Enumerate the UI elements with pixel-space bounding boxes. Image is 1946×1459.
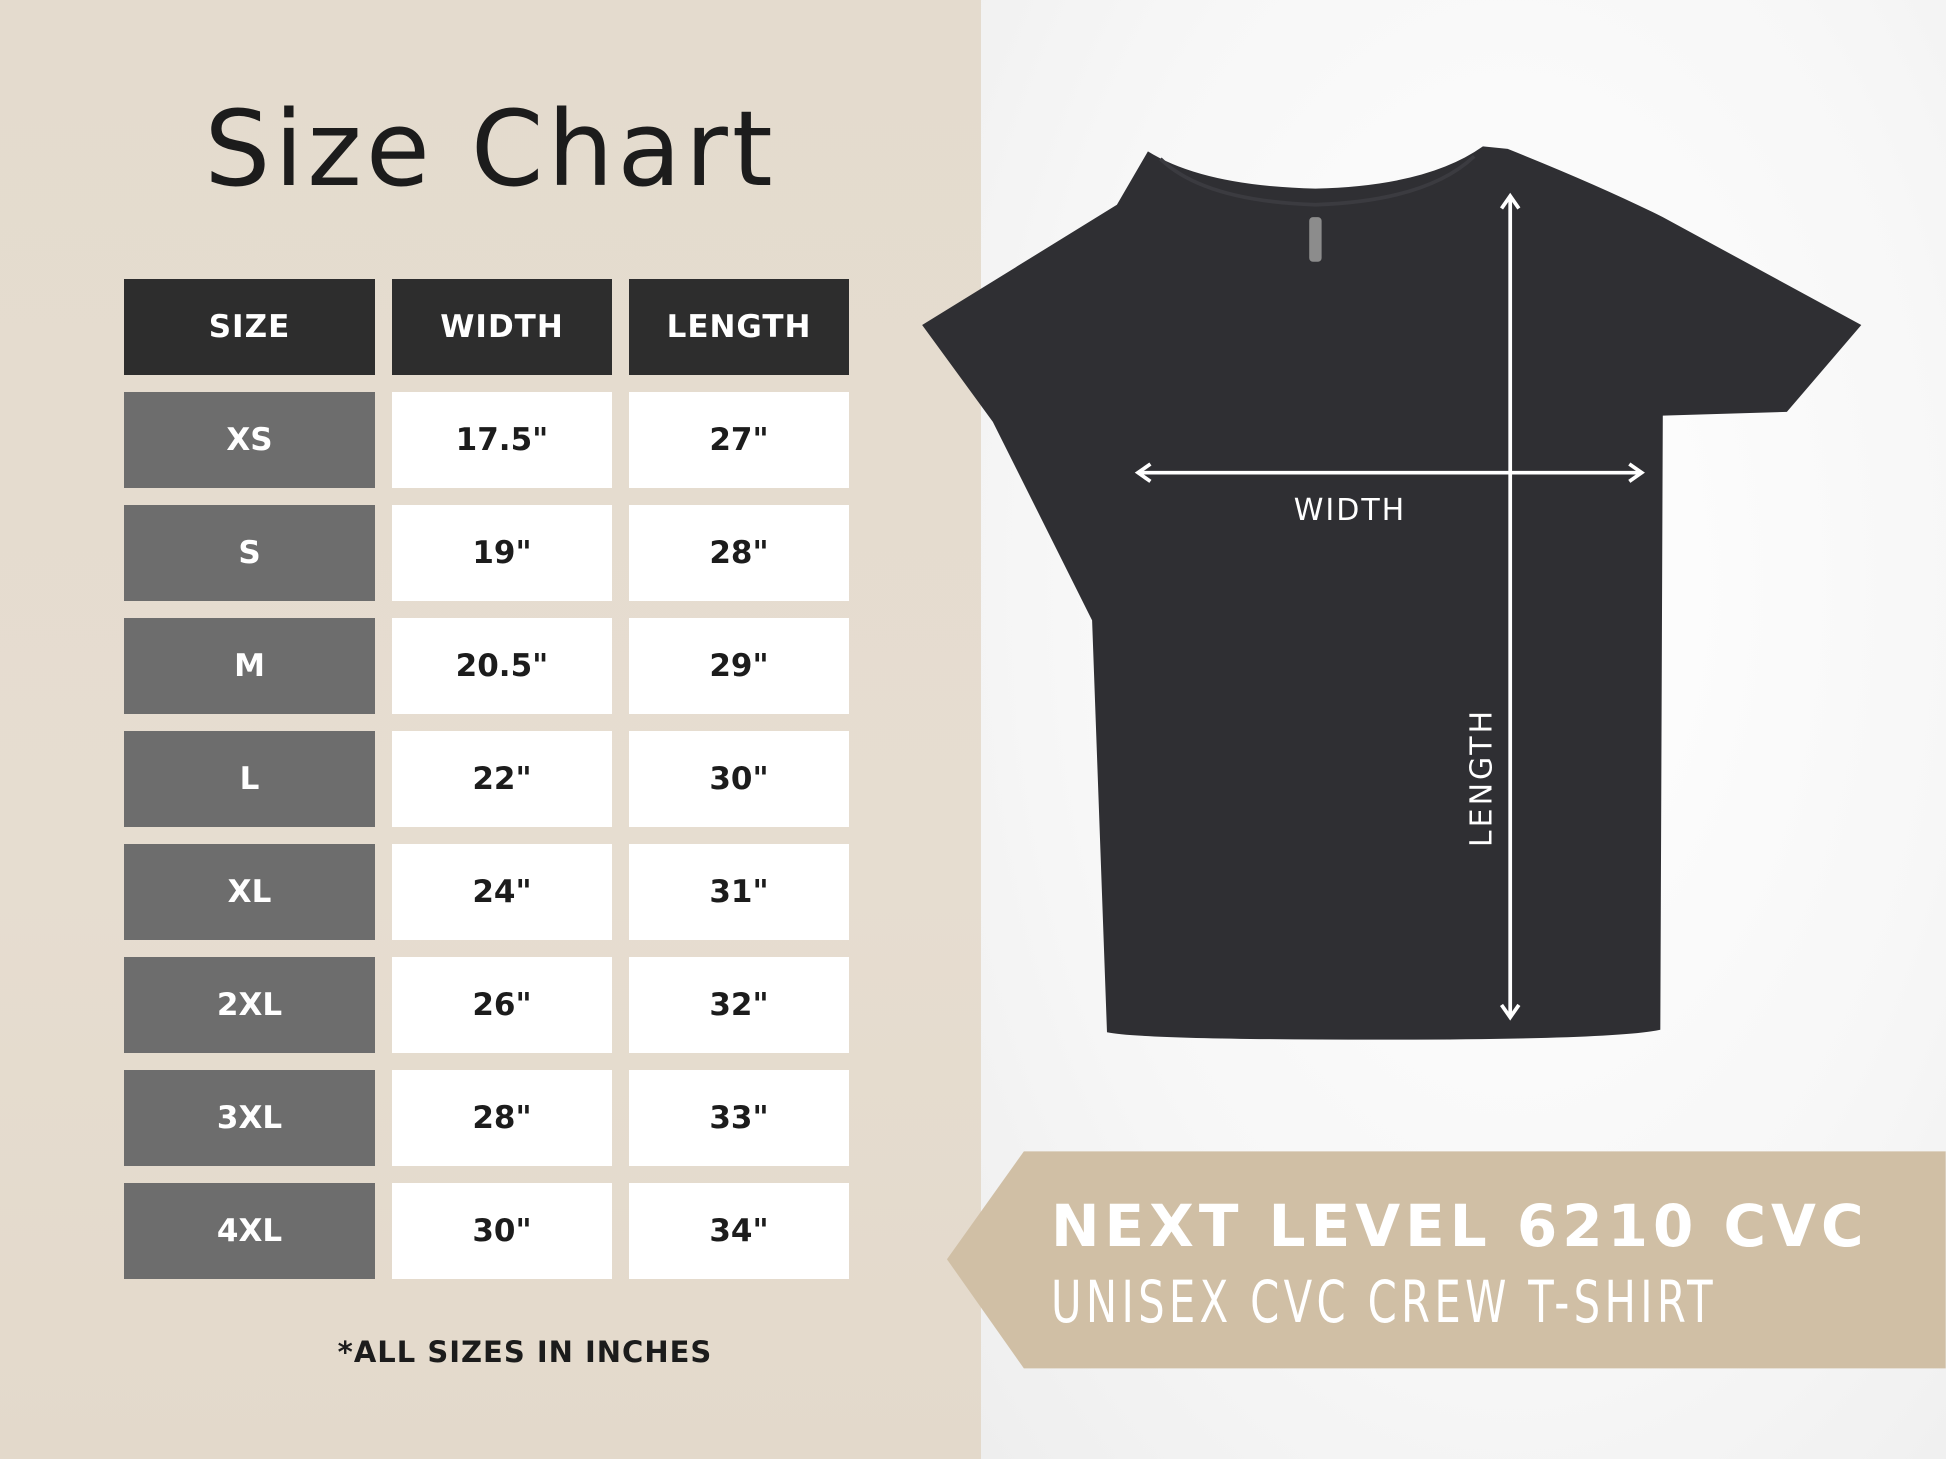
size-cell: L	[124, 731, 375, 827]
footnote: *ALL SIZES IN INCHES	[337, 1335, 713, 1369]
width-cell: 17.5"	[392, 392, 612, 488]
tshirt-image	[922, 146, 1862, 1040]
width-cell: 30"	[392, 1183, 612, 1279]
width-cell: 26"	[392, 957, 612, 1053]
header-length: LENGTH	[629, 279, 849, 375]
page-title: Size Chart	[204, 88, 777, 210]
length-cell: 30"	[629, 731, 849, 827]
length-cell: 27"	[629, 392, 849, 488]
length-cell: 31"	[629, 844, 849, 940]
banner-shape	[946, 1151, 1946, 1369]
width-cell: 22"	[392, 731, 612, 827]
length-cell: 29"	[629, 618, 849, 714]
collar-seam	[1159, 154, 1476, 207]
width-cell: 24"	[392, 844, 612, 940]
size-cell: 4XL	[124, 1183, 375, 1279]
width-cell: 28"	[392, 1070, 612, 1166]
width-cell: 19"	[392, 505, 612, 601]
width-cell: 20.5"	[392, 618, 612, 714]
length-cell: 28"	[629, 505, 849, 601]
neck-label	[1309, 217, 1322, 262]
header-width: WIDTH	[392, 279, 612, 375]
product-subtitle: UNISEX CVC CREW T-SHIRT	[1051, 1268, 1717, 1336]
length-arrow	[1499, 192, 1521, 1021]
product-name: NEXT LEVEL 6210 CVC	[1051, 1192, 1869, 1260]
size-cell: XL	[124, 844, 375, 940]
length-cell: 32"	[629, 957, 849, 1053]
size-cell: XS	[124, 392, 375, 488]
header-size: SIZE	[124, 279, 375, 375]
length-cell: 34"	[629, 1183, 849, 1279]
size-cell: S	[124, 505, 375, 601]
size-cell: 3XL	[124, 1070, 375, 1166]
size-cell: 2XL	[124, 957, 375, 1053]
width-arrow	[1134, 462, 1645, 483]
width-label: WIDTH	[1293, 493, 1407, 528]
length-cell: 33"	[629, 1070, 849, 1166]
size-cell: M	[124, 618, 375, 714]
length-label: LENGTH	[1464, 707, 1500, 848]
